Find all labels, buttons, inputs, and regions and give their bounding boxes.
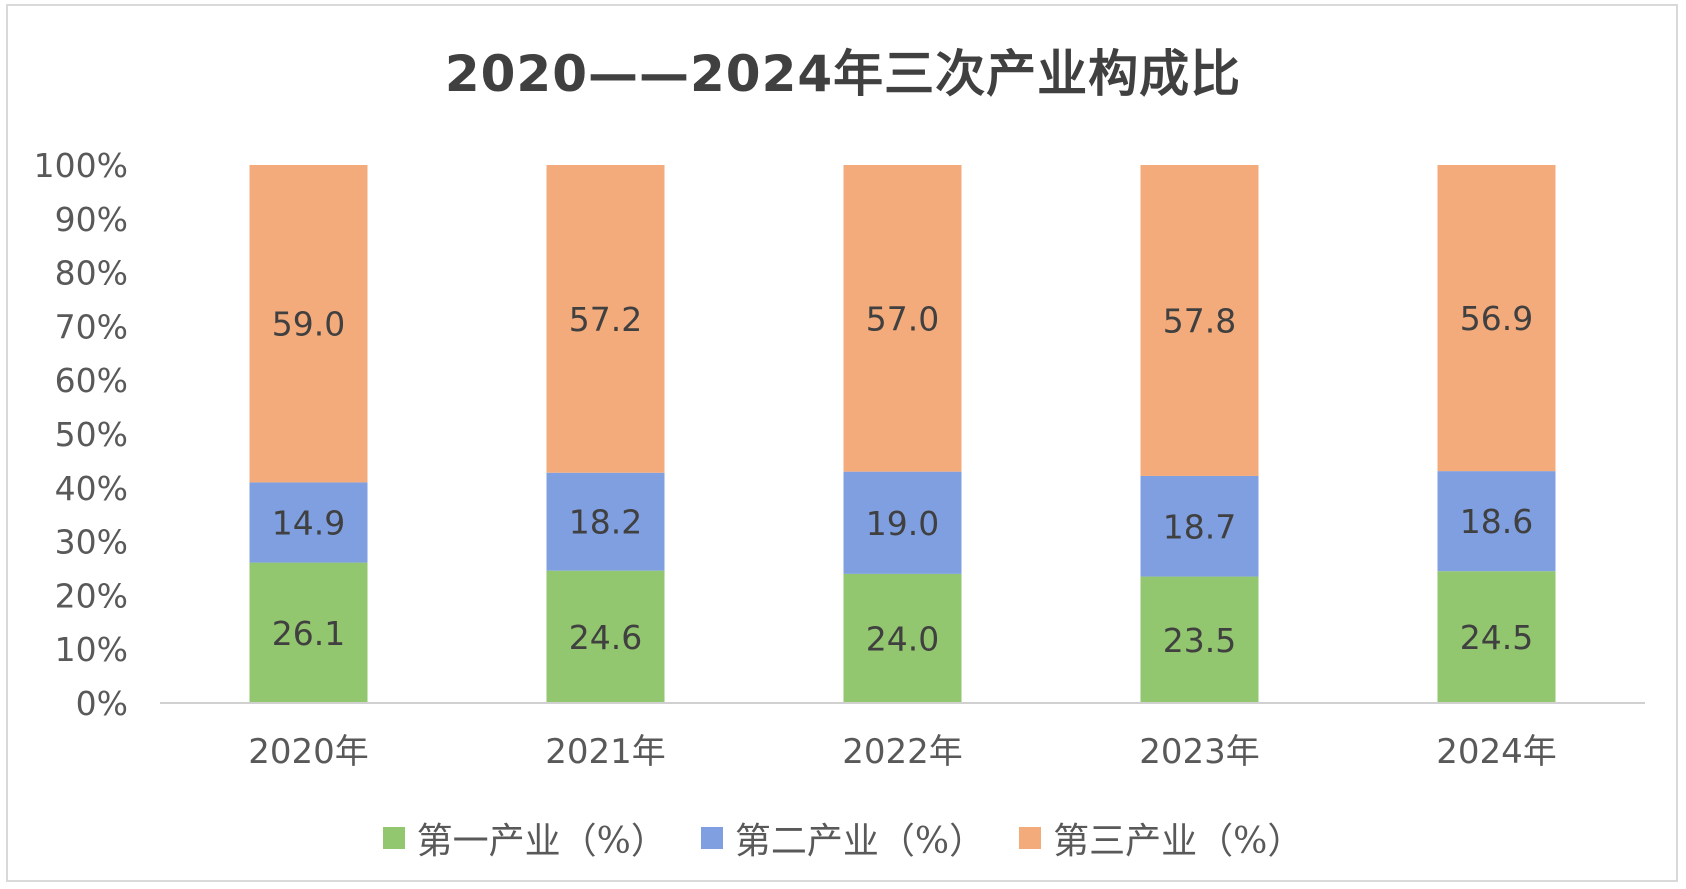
- x-tick-label: 2020年: [248, 732, 369, 772]
- bar-segment: [1437, 165, 1556, 472]
- bar-segment: [1437, 571, 1556, 703]
- y-tick-label: 90%: [55, 200, 128, 239]
- y-tick-label: 40%: [55, 469, 128, 508]
- x-tick-label: 2021年: [545, 732, 666, 772]
- bar-segment: [1140, 576, 1259, 703]
- y-tick-label: 70%: [55, 307, 128, 346]
- legend-item-tertiary: 第三产业（%）: [1019, 812, 1303, 864]
- data-label: 14.9: [272, 504, 345, 543]
- data-label: 57.8: [1163, 301, 1236, 340]
- x-tick-label: 2024年: [1436, 732, 1557, 772]
- data-label: 56.9: [1460, 299, 1533, 338]
- y-tick-label: 100%: [34, 146, 128, 185]
- data-label: 24.6: [569, 618, 642, 657]
- data-label: 23.5: [1163, 621, 1236, 660]
- bar-segment: [1437, 471, 1556, 572]
- x-tick-label: 2023年: [1139, 732, 1260, 772]
- bar-segment: [1140, 165, 1259, 476]
- y-tick-label: 10%: [55, 630, 128, 669]
- legend-item-secondary: 第二产业（%）: [700, 812, 986, 864]
- legend: 第一产业（%） 第二产业（%） 第三产业（%）: [0, 812, 1686, 864]
- bar-segment: [249, 562, 368, 703]
- legend-label-primary: 第一产业（%）: [416, 821, 667, 862]
- data-label: 18.6: [1460, 502, 1533, 541]
- data-label: 24.5: [1460, 618, 1533, 657]
- bar-segment: [843, 165, 962, 472]
- data-label: 18.2: [569, 503, 642, 542]
- bar-segment: [546, 570, 665, 703]
- legend-swatch-primary: [382, 827, 405, 849]
- chart-title: 2020——2024年三次产业构成比: [444, 45, 1242, 103]
- x-tick-label: 2022年: [842, 732, 963, 772]
- bar-segment: [1140, 475, 1259, 577]
- data-label: 59.0: [272, 305, 345, 344]
- data-label: 57.0: [866, 299, 939, 338]
- y-tick-label: 80%: [55, 254, 128, 293]
- data-label: 18.7: [1163, 507, 1236, 546]
- bar-segment: [249, 482, 368, 563]
- data-label: 19.0: [866, 504, 939, 543]
- legend-swatch-tertiary: [1019, 827, 1042, 849]
- legend-item-primary: 第一产业（%）: [382, 812, 667, 864]
- bar-segment: [249, 165, 368, 483]
- y-tick-label: 20%: [55, 576, 128, 615]
- y-tick-label: 0%: [76, 684, 128, 723]
- y-tick-label: 60%: [55, 361, 128, 400]
- bar-segment: [843, 573, 962, 703]
- data-label: 57.2: [569, 300, 642, 339]
- legend-swatch-secondary: [700, 827, 723, 849]
- bar-segment: [546, 472, 665, 571]
- data-label: 26.1: [272, 614, 345, 653]
- y-tick-label: 50%: [55, 415, 128, 454]
- legend-label-tertiary: 第三产业（%）: [1053, 821, 1304, 862]
- y-tick-label: 30%: [55, 523, 128, 562]
- data-label: 24.0: [866, 619, 939, 658]
- bar-segment: [843, 471, 962, 574]
- bar-segment: [546, 165, 665, 473]
- legend-label-secondary: 第二产业（%）: [734, 821, 986, 862]
